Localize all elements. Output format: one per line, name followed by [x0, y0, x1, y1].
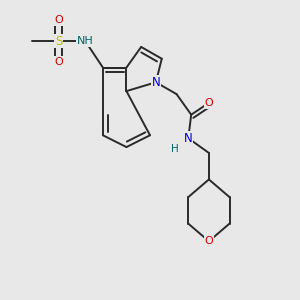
Text: O: O [205, 236, 213, 246]
Text: N: N [184, 132, 193, 145]
Text: O: O [205, 98, 213, 108]
Text: N: N [152, 76, 160, 89]
Text: H: H [171, 143, 179, 154]
Text: NH: NH [77, 36, 94, 46]
Text: S: S [55, 34, 62, 48]
Text: O: O [54, 15, 63, 26]
Text: O: O [54, 57, 63, 67]
